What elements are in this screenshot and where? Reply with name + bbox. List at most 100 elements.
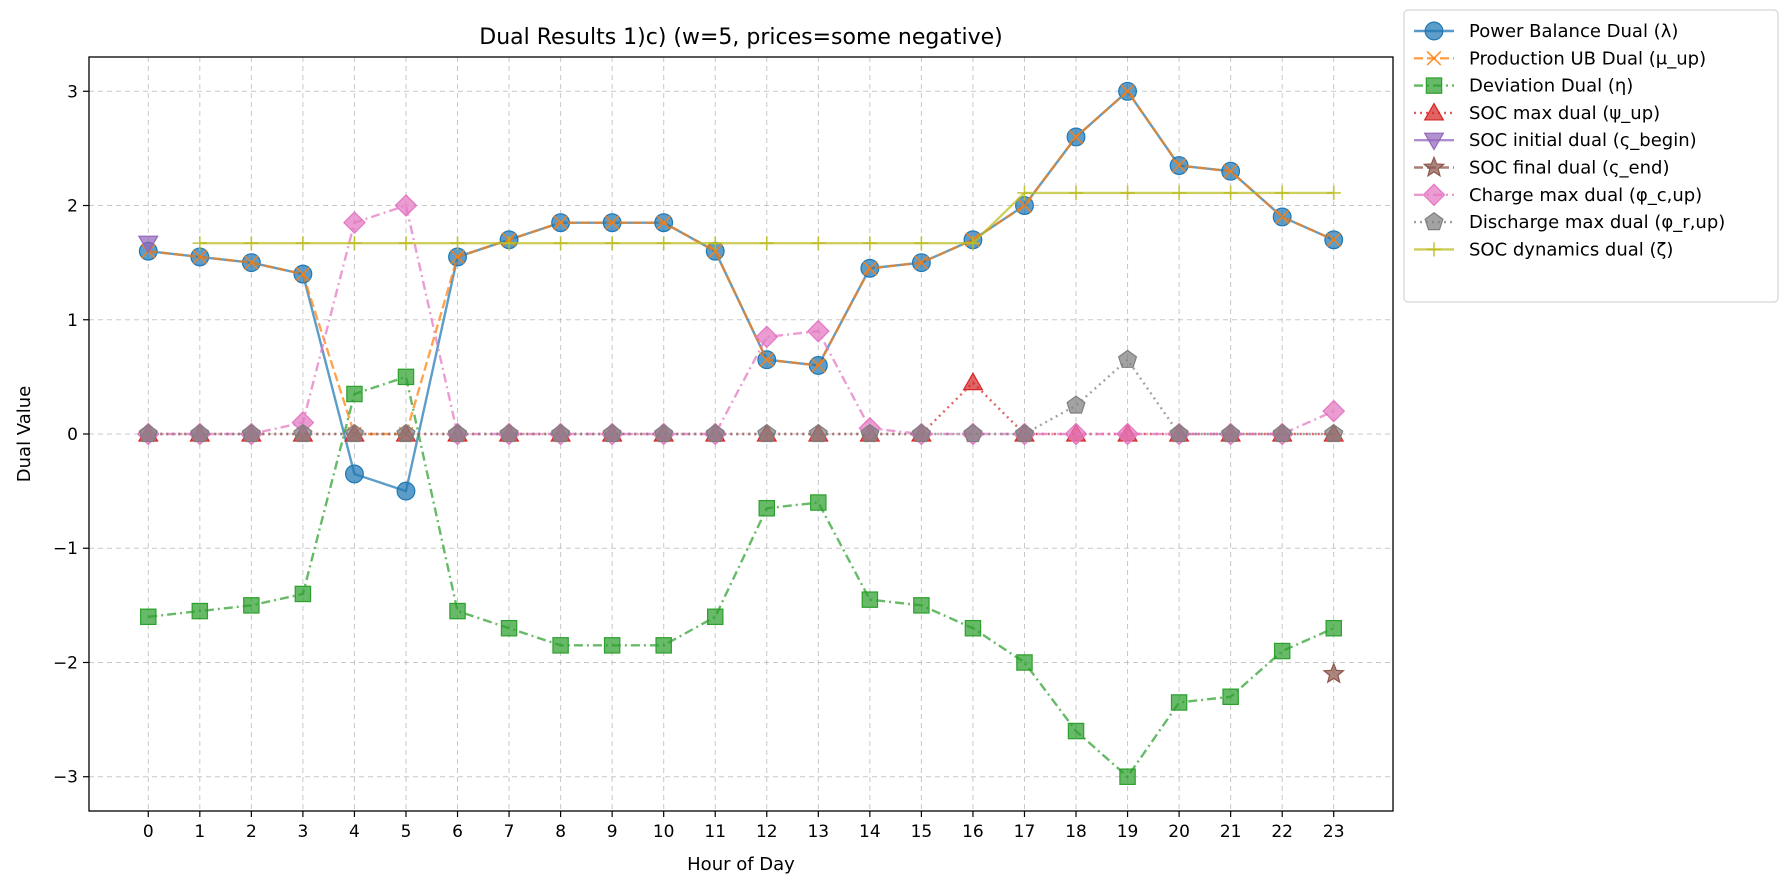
data-point xyxy=(806,319,830,343)
x-tick-label: 23 xyxy=(1323,822,1345,842)
data-point xyxy=(346,385,363,403)
data-point xyxy=(1067,722,1085,740)
data-point xyxy=(343,211,366,235)
data-point xyxy=(911,423,931,443)
x-tick-label: 16 xyxy=(962,822,984,842)
series-line xyxy=(148,375,1335,778)
data-point xyxy=(1274,209,1290,225)
legend-label: SOC final dual (ς_end) xyxy=(1469,158,1670,179)
data-point xyxy=(655,637,672,654)
data-point xyxy=(1273,642,1291,660)
data-point xyxy=(244,236,259,251)
data-point xyxy=(1325,619,1342,637)
x-tick-label: 5 xyxy=(401,822,412,842)
series-5 xyxy=(1322,662,1345,684)
x-tick-label: 12 xyxy=(756,822,778,842)
data-point xyxy=(243,255,259,271)
series-2 xyxy=(140,368,1342,785)
data-point xyxy=(1068,185,1084,201)
data-point xyxy=(397,368,415,386)
data-point xyxy=(759,236,774,251)
data-point xyxy=(1016,654,1033,671)
data-point xyxy=(553,215,568,231)
legend-entry: Charge max dual (φ_c,up) xyxy=(1414,183,1702,207)
data-point xyxy=(603,637,621,654)
data-point xyxy=(965,236,981,251)
data-point xyxy=(552,637,569,654)
data-point xyxy=(963,423,983,443)
data-point xyxy=(551,423,571,443)
data-point xyxy=(861,591,879,608)
data-point xyxy=(241,423,261,443)
legend-entry: SOC final dual (ς_end) xyxy=(1414,155,1670,179)
x-tick-label: 8 xyxy=(555,822,566,842)
legend-entry: Discharge max dual (φ_r,up) xyxy=(1414,212,1725,233)
data-point xyxy=(1171,185,1187,201)
data-point xyxy=(344,423,365,443)
x-tick-label: 9 xyxy=(607,822,618,842)
legend-entry: SOC initial dual (ς_begin) xyxy=(1414,130,1697,151)
y-tick-label: 3 xyxy=(67,82,78,102)
x-tick-label: 14 xyxy=(859,822,881,842)
data-point xyxy=(810,358,826,373)
data-point xyxy=(964,619,982,637)
series-1 xyxy=(140,83,1342,442)
legend-entry: Power Balance Dual (λ) xyxy=(1414,21,1678,42)
y-tick-label: 1 xyxy=(67,311,78,331)
data-point xyxy=(553,236,568,251)
data-point xyxy=(913,597,930,614)
data-point xyxy=(808,423,828,443)
data-point xyxy=(860,423,880,443)
chart-title: Dual Results 1)c) (w=5, prices=some nega… xyxy=(479,25,1002,50)
legend-marker xyxy=(1422,183,1446,207)
data-point xyxy=(137,235,159,254)
data-point xyxy=(1326,232,1342,248)
data-point xyxy=(396,423,416,443)
data-point xyxy=(1272,423,1292,443)
x-axis-label: Hour of Day xyxy=(687,854,795,875)
data-point xyxy=(499,423,519,443)
legend-marker xyxy=(1422,155,1446,178)
data-point xyxy=(347,236,362,251)
data-point xyxy=(1120,83,1135,99)
legend-label: SOC initial dual (ς_begin) xyxy=(1469,130,1697,151)
series-7 xyxy=(138,349,1344,443)
x-tick-label: 18 xyxy=(1065,822,1087,842)
data-point xyxy=(1119,768,1136,785)
legend-entry: Deviation Dual (η) xyxy=(1414,76,1633,97)
x-tick-label: 20 xyxy=(1168,822,1190,842)
data-point xyxy=(862,236,877,251)
x-tick-label: 21 xyxy=(1220,822,1242,842)
y-tick-label: −2 xyxy=(53,653,78,673)
data-point xyxy=(1222,688,1239,706)
data-point xyxy=(654,423,674,443)
data-point xyxy=(192,249,208,265)
x-tick-label: 10 xyxy=(653,822,675,842)
data-point xyxy=(1275,185,1290,201)
data-point xyxy=(962,372,984,391)
x-tick-label: 13 xyxy=(807,822,829,842)
data-point xyxy=(1064,422,1088,446)
data-point xyxy=(706,608,724,626)
data-point xyxy=(1116,422,1139,446)
data-point xyxy=(914,236,929,251)
legend-label: SOC max dual (ψ_up) xyxy=(1469,103,1660,124)
data-point xyxy=(1324,423,1344,443)
data-point xyxy=(500,619,518,637)
data-point xyxy=(294,585,312,603)
data-point xyxy=(192,236,207,251)
data-point xyxy=(1170,694,1188,711)
legend-entry: Production UB Dual (μ_up) xyxy=(1414,48,1706,69)
data-point xyxy=(1017,185,1032,201)
y-tick-label: −1 xyxy=(53,539,78,559)
legend-marker xyxy=(1423,132,1445,151)
data-point xyxy=(1326,185,1341,201)
y-tick-label: 2 xyxy=(67,197,78,217)
data-point xyxy=(1171,158,1187,173)
data-point xyxy=(1117,349,1138,368)
x-tick-label: 0 xyxy=(143,822,154,842)
data-point xyxy=(656,215,672,231)
data-point xyxy=(602,423,622,443)
legend-marker xyxy=(1424,21,1444,41)
data-point xyxy=(758,500,776,517)
